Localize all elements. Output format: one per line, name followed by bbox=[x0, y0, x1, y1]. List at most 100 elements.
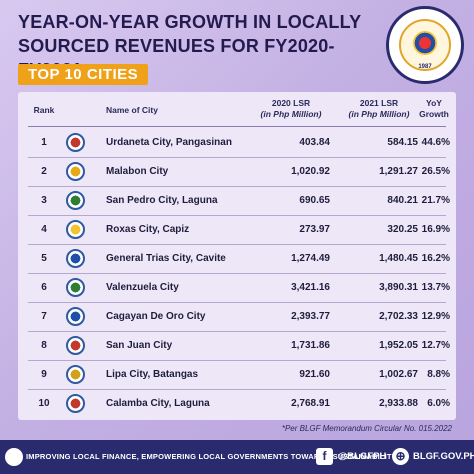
lsr-2020-cell: 1,731.86 bbox=[291, 340, 330, 351]
seal-year: 1987 bbox=[418, 64, 432, 70]
rank-cell: 4 bbox=[41, 224, 47, 235]
page-title: YEAR-ON-YEAR GROWTH IN LOCALLY SOURCED R… bbox=[18, 10, 378, 82]
row-divider bbox=[28, 215, 446, 216]
city-name-cell: Roxas City, Capiz bbox=[106, 224, 190, 235]
table-header: Rank Name of City 2020 LSR (in Php Milli… bbox=[18, 92, 456, 124]
city-seal-icon bbox=[66, 133, 85, 152]
lsr-2020-cell: 690.65 bbox=[299, 195, 330, 206]
yoy-growth-cell: 12.9% bbox=[421, 311, 450, 322]
lsr-2021-cell: 1,480.45 bbox=[379, 253, 418, 264]
table-row: 9 Lipa City, Batangas 921.60 1,002.67 8.8% bbox=[18, 360, 456, 389]
footnote: *Per BLGF Memorandum Circular No. 015.20… bbox=[281, 424, 452, 433]
city-name-cell: Valenzuela City bbox=[106, 282, 179, 293]
blgf-seal-logo: 1987 bbox=[386, 6, 464, 84]
row-divider bbox=[28, 186, 446, 187]
col-rank-header: Rank bbox=[33, 105, 55, 115]
yoy-growth-cell: 16.2% bbox=[421, 253, 450, 264]
col-2021-unit: (in Php Million) bbox=[348, 109, 410, 119]
row-divider bbox=[28, 244, 446, 245]
city-seal-icon bbox=[66, 394, 85, 413]
lsr-2021-cell: 840.21 bbox=[387, 195, 418, 206]
city-name-cell: Cagayan De Oro City bbox=[106, 311, 206, 322]
table-row: 8 San Juan City 1,731.86 1,952.05 12.7% bbox=[18, 331, 456, 360]
lsr-2020-cell: 2,393.77 bbox=[291, 311, 330, 322]
header-divider bbox=[28, 126, 446, 127]
row-divider bbox=[28, 389, 446, 390]
city-seal-icon bbox=[66, 365, 85, 384]
table-row: 4 Roxas City, Capiz 273.97 320.25 16.9% bbox=[18, 215, 456, 244]
lsr-2021-cell: 584.15 bbox=[387, 137, 418, 148]
row-divider bbox=[28, 302, 446, 303]
city-name-cell: General Trias City, Cavite bbox=[106, 253, 226, 264]
yoy-growth-cell: 12.7% bbox=[421, 340, 450, 351]
rank-cell: 5 bbox=[41, 253, 47, 264]
city-name-cell: Urdaneta City, Pangasinan bbox=[106, 137, 232, 148]
row-divider bbox=[28, 157, 446, 158]
rank-cell: 8 bbox=[41, 340, 47, 351]
seal-emblem-icon bbox=[413, 31, 437, 55]
facebook-icon[interactable]: f bbox=[316, 448, 333, 465]
facebook-handle[interactable]: @BLGFPH bbox=[338, 451, 387, 462]
city-seal-icon bbox=[66, 220, 85, 239]
row-divider bbox=[28, 273, 446, 274]
col-yoy-header: YoY Growth bbox=[416, 98, 452, 120]
lsr-2021-cell: 1,291.27 bbox=[379, 166, 418, 177]
lsr-2021-cell: 320.25 bbox=[387, 224, 418, 235]
city-seal-icon bbox=[66, 162, 85, 181]
lsr-2020-cell: 1,274.49 bbox=[291, 253, 330, 264]
yoy-growth-cell: 6.0% bbox=[427, 398, 450, 409]
footer-bar: IMPROVING LOCAL FINANCE, EMPOWERING LOCA… bbox=[0, 440, 474, 474]
lsr-2020-cell: 273.97 bbox=[299, 224, 330, 235]
col-yoy-title: YoY bbox=[426, 98, 442, 108]
col-city-header: Name of City bbox=[106, 105, 158, 115]
rank-cell: 9 bbox=[41, 369, 47, 380]
city-name-cell: Calamba City, Laguna bbox=[106, 398, 210, 409]
lsr-2021-cell: 3,890.31 bbox=[379, 282, 418, 293]
footer-tagline: IMPROVING LOCAL FINANCE, EMPOWERING LOCA… bbox=[26, 452, 397, 461]
col-2021-header: 2021 LSR (in Php Million) bbox=[336, 98, 422, 120]
title-line-1: YEAR-ON-YEAR GROWTH IN LOCALLY bbox=[18, 12, 362, 32]
website-link[interactable]: BLGF.GOV.PH bbox=[413, 451, 474, 462]
city-seal-icon bbox=[66, 249, 85, 268]
yoy-growth-cell: 8.8% bbox=[427, 369, 450, 380]
col-2020-header: 2020 LSR (in Php Million) bbox=[248, 98, 334, 120]
city-seal-icon bbox=[66, 191, 85, 210]
col-2021-title: 2021 LSR bbox=[359, 98, 399, 108]
lsr-2020-cell: 921.60 bbox=[299, 369, 330, 380]
lsr-2021-cell: 1,002.67 bbox=[379, 369, 418, 380]
table-row: 7 Cagayan De Oro City 2,393.77 2,702.33 12.9… bbox=[18, 302, 456, 331]
yoy-growth-cell: 13.7% bbox=[421, 282, 450, 293]
city-name-cell: San Pedro City, Laguna bbox=[106, 195, 218, 206]
rank-cell: 3 bbox=[41, 195, 47, 206]
row-divider bbox=[28, 331, 446, 332]
globe-icon[interactable]: ⊕ bbox=[392, 448, 409, 465]
yoy-growth-cell: 44.6% bbox=[421, 137, 450, 148]
ranking-table: Rank Name of City 2020 LSR (in Php Milli… bbox=[18, 92, 456, 420]
top-cities-badge: TOP 10 CITIES bbox=[18, 64, 149, 85]
rank-cell: 6 bbox=[41, 282, 47, 293]
rank-cell: 7 bbox=[41, 311, 47, 322]
rank-cell: 1 bbox=[41, 137, 47, 148]
rank-cell: 10 bbox=[38, 398, 50, 409]
lsr-2020-cell: 3,421.16 bbox=[291, 282, 330, 293]
city-seal-icon bbox=[66, 336, 85, 355]
table-row: 10 Calamba City, Laguna 2,768.91 2,933.88 6.… bbox=[18, 389, 456, 418]
blgf-footer-logo-icon bbox=[5, 448, 23, 466]
city-seal-icon bbox=[66, 307, 85, 326]
yoy-growth-cell: 16.9% bbox=[421, 224, 450, 235]
table-row: 5 General Trias City, Cavite 1,274.49 1,480… bbox=[18, 244, 456, 273]
city-name-cell: Lipa City, Batangas bbox=[106, 369, 199, 380]
rank-cell: 2 bbox=[41, 166, 47, 177]
table-row: 6 Valenzuela City 3,421.16 3,890.31 13.7% bbox=[18, 273, 456, 302]
city-name-cell: Malabon City bbox=[106, 166, 169, 177]
yoy-growth-cell: 26.5% bbox=[421, 166, 450, 177]
lsr-2021-cell: 1,952.05 bbox=[379, 340, 418, 351]
row-divider bbox=[28, 360, 446, 361]
lsr-2020-cell: 1,020.92 bbox=[291, 166, 330, 177]
lsr-2021-cell: 2,933.88 bbox=[379, 398, 418, 409]
col-2020-unit: (in Php Million) bbox=[260, 109, 322, 119]
col-yoy-sub: Growth bbox=[419, 109, 449, 119]
lsr-2021-cell: 2,702.33 bbox=[379, 311, 418, 322]
city-name-cell: San Juan City bbox=[106, 340, 173, 351]
table-row: 2 Malabon City 1,020.92 1,291.27 26.5% bbox=[18, 157, 456, 186]
